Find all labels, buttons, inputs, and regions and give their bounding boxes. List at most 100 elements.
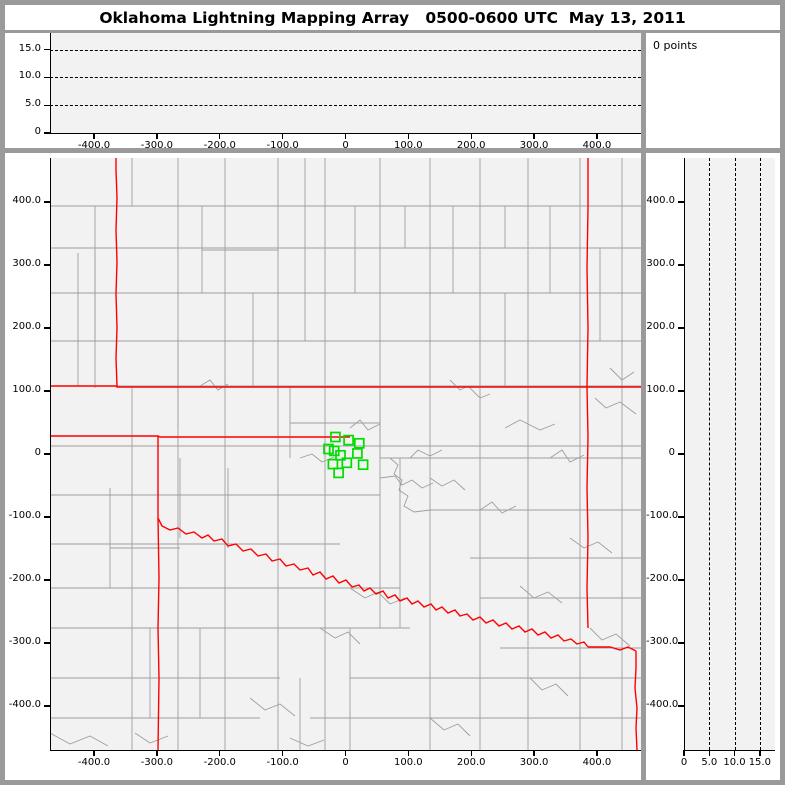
side-y-tick-label: -100.0: [646, 509, 679, 521]
lightning-source-marker: [352, 448, 363, 459]
top-x-tick: [219, 133, 221, 139]
top-x-tick: [470, 133, 472, 139]
top-x-tick: [281, 133, 284, 139]
map-x-tick-label: -300.0: [140, 757, 173, 768]
side-y-tick-label: 400.0: [646, 195, 675, 207]
map-x-tick: [533, 750, 535, 756]
map-x-tick-label: -400.0: [77, 757, 111, 768]
state-boundaries: [50, 158, 641, 750]
map-y-tick: [44, 453, 51, 455]
top-y-axis: [50, 33, 52, 134]
side-gridline: [709, 158, 711, 750]
top-x-tick-label: -200.0: [203, 140, 236, 151]
map-y-tick-label: -200.0: [8, 572, 41, 584]
side-x-tick-label: 15.0: [748, 757, 771, 768]
point-count-label: 0 points: [653, 39, 698, 52]
side-y-tick: [678, 390, 685, 392]
top-y-tick: [44, 76, 51, 79]
side-y-tick-label: 100.0: [646, 384, 675, 396]
top-y-tick: [44, 48, 51, 51]
side-x-axis: [684, 750, 775, 752]
map-x-tick: [281, 750, 284, 756]
lightning-source-marker: [357, 459, 369, 471]
info-panel[interactable]: 0 points: [646, 33, 780, 148]
side-y-tick: [678, 264, 685, 266]
page-title: Oklahoma Lightning Mapping Array 0500-06…: [99, 8, 686, 27]
top-y-tick: [44, 104, 51, 106]
top-x-tick-label: 0: [342, 140, 349, 151]
lightning-source-marker: [343, 434, 354, 446]
map-x-tick: [470, 750, 472, 756]
side-histogram-panel[interactable]: -400.0 -300.0 -200.0 -100.0 0 100.0 200.0 300.0…: [646, 153, 780, 780]
county-boundaries: [50, 158, 641, 750]
side-gridline: [734, 158, 736, 750]
side-x-tick-label: 0: [680, 757, 688, 768]
side-plot-area[interactable]: [684, 158, 775, 750]
map-x-tick: [219, 750, 221, 756]
lightning-source-markers: [323, 431, 369, 479]
map-x-tick-label: 200.0: [456, 757, 486, 768]
side-x-tick: [683, 750, 685, 756]
side-y-tick: [678, 579, 685, 581]
map-y-tick: [44, 516, 51, 518]
map-x-tick-label: -200.0: [203, 757, 236, 768]
map-x-tick-label: 0: [342, 757, 349, 768]
map-y-tick: [44, 390, 51, 392]
top-x-tick: [533, 133, 535, 139]
map-y-tick-label: 100.0: [12, 384, 41, 396]
side-x-tick-label: 5.0: [701, 757, 718, 768]
map-y-tick: [44, 642, 51, 644]
top-x-tick-label: 400.0: [582, 140, 612, 151]
side-y-tick-label: 200.0: [646, 321, 675, 333]
top-x-tick-label: -400.0: [77, 140, 111, 151]
side-y-tick: [678, 453, 685, 455]
map-y-tick-label: -100.0: [8, 509, 41, 521]
side-y-tick-label: -200.0: [646, 572, 679, 584]
map-y-tick: [44, 327, 51, 329]
map-x-tick-label: 300.0: [519, 757, 549, 768]
side-y-tick-label: -300.0: [646, 635, 679, 647]
top-x-tick-label: -100.0: [266, 140, 299, 151]
top-gridline: [50, 105, 641, 107]
title-bar: Oklahoma Lightning Mapping Array 0500-06…: [5, 5, 780, 30]
side-y-tick: [678, 516, 685, 518]
map-y-tick-label: 400.0: [12, 195, 41, 207]
map-x-tick: [93, 750, 95, 756]
top-y-tick: [44, 132, 51, 134]
map-y-tick-label: -400.0: [8, 698, 41, 710]
top-x-tick: [407, 133, 410, 139]
lightning-source-marker: [353, 437, 365, 449]
side-y-tick: [678, 201, 685, 203]
lightning-source-marker: [341, 457, 353, 469]
top-y-tick-label: 0: [34, 126, 41, 137]
map-y-tick: [44, 705, 51, 707]
top-x-tick-label: 100.0: [394, 140, 423, 151]
side-y-tick-label: -400.0: [646, 698, 679, 710]
map-y-tick: [44, 201, 51, 203]
top-plot-area[interactable]: [50, 33, 641, 133]
side-y-tick: [678, 642, 685, 644]
side-x-tick-label: 10.0: [723, 757, 746, 768]
map-plot-area[interactable]: [50, 158, 641, 750]
top-y-tick-label: 5.0: [25, 98, 41, 110]
map-y-tick-label: 0: [34, 447, 41, 458]
top-gridline: [50, 49, 641, 51]
map-panel[interactable]: -400.0 -300.0 -200.0 -100.0 0 100.0 200.0 300.0…: [5, 153, 641, 780]
side-gridline: [759, 158, 761, 750]
map-y-tick-label: 300.0: [12, 258, 41, 270]
top-histogram-panel[interactable]: 0 5.0 10.0 15.0 -400.0 -300.0 -200.0 -100.0 0 10…: [5, 33, 641, 151]
side-y-tick-label: 0: [668, 447, 675, 458]
top-x-tick: [93, 133, 95, 139]
map-x-tick: [596, 750, 598, 756]
top-x-tick: [156, 133, 158, 139]
side-x-tick: [733, 750, 736, 756]
side-y-tick-label: 300.0: [646, 258, 675, 270]
map-x-tick-label: -100.0: [266, 757, 299, 768]
top-x-tick: [596, 133, 598, 139]
map-x-tick: [156, 750, 158, 756]
lightning-source-marker: [335, 449, 346, 461]
top-x-tick-label: -300.0: [140, 140, 173, 151]
top-y-tick-label: 10.0: [18, 70, 41, 82]
top-y-tick-label: 15.0: [18, 42, 41, 54]
